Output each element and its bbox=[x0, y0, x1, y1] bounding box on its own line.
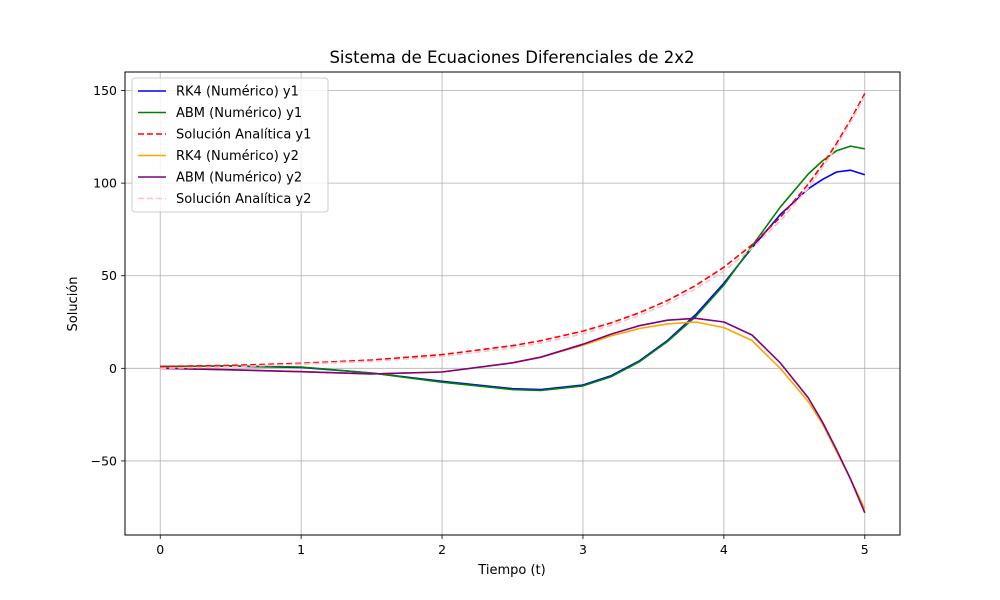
x-tick-label: 3 bbox=[579, 542, 587, 557]
y-axis: −50 0 50 100 150 bbox=[91, 83, 125, 468]
y-tick-label: 0 bbox=[109, 361, 117, 376]
legend-label: Solución Analítica y2 bbox=[176, 192, 311, 207]
legend-label: RK4 (Numérico) y2 bbox=[176, 149, 299, 164]
series-line-solucion-analitica-y1 bbox=[160, 93, 866, 368]
series-line-solucion-analitica-y2 bbox=[160, 95, 866, 370]
y-tick-label: 50 bbox=[101, 268, 117, 283]
legend-label: ABM (Numérico) y2 bbox=[176, 171, 302, 186]
y-tick-label: 150 bbox=[93, 83, 117, 98]
x-tick-label: 2 bbox=[438, 542, 446, 557]
legend-box bbox=[131, 77, 329, 213]
x-axis: 0 1 2 3 4 5 bbox=[156, 535, 869, 557]
y-axis-label: Solución bbox=[66, 276, 81, 331]
x-tick-label: 5 bbox=[861, 542, 869, 557]
plot-area bbox=[124, 71, 901, 536]
legend: RK4 (Numérico) y1 ABM (Numérico) y1 Soluci… bbox=[131, 77, 329, 213]
series-line-abm-numerico-y1 bbox=[160, 145, 865, 392]
plot-frame bbox=[124, 71, 901, 536]
series-line-abm-numerico-y2 bbox=[160, 317, 866, 514]
x-tick-label: 4 bbox=[720, 542, 728, 557]
y-tick-label: −50 bbox=[91, 453, 117, 468]
legend-label: RK4 (Numérico) y1 bbox=[176, 85, 299, 100]
x-axis-label: Tiempo (t) bbox=[477, 563, 545, 578]
x-tick-label: 1 bbox=[297, 542, 305, 557]
y-tick-label: 100 bbox=[93, 176, 117, 191]
series-lines bbox=[160, 93, 866, 514]
legend-label: Solución Analítica y1 bbox=[176, 128, 311, 143]
legend-label: ABM (Numérico) y1 bbox=[176, 106, 302, 121]
x-tick-label: 0 bbox=[156, 542, 164, 557]
grid bbox=[125, 72, 900, 535]
chart-title: Sistema de Ecuaciones Diferenciales de 2… bbox=[329, 48, 694, 67]
